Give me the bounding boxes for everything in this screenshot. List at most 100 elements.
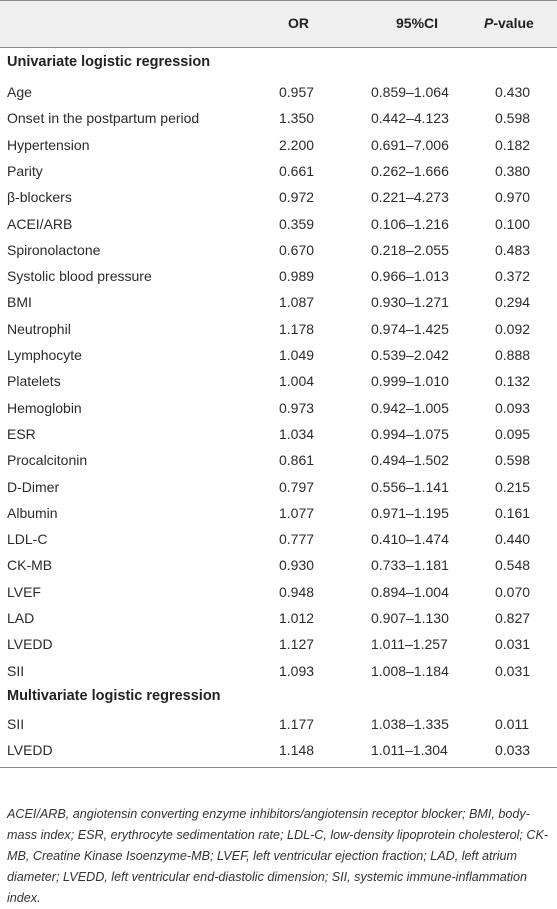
row-variable: Spironolactone — [7, 241, 101, 258]
row-variable: Hemoglobin — [7, 399, 82, 416]
row-ci: 0.221–4.273 — [371, 189, 449, 206]
table-footnote: ACEI/ARB, angiotensin converting enzyme … — [7, 807, 549, 905]
row-or: 0.797 — [279, 478, 315, 495]
row-ci: 0.930–1.271 — [371, 294, 449, 311]
row-variable: ACEI/ARB — [7, 215, 73, 232]
row-or: 1.012 — [279, 610, 315, 626]
row-p-value: 0.011 — [495, 716, 529, 732]
row-or: 0.777 — [279, 531, 315, 548]
row-ci: 0.907–1.130 — [371, 610, 449, 626]
table-row: β-blockers 0.972 0.221–4.273 0.970 — [0, 185, 557, 211]
row-or: 1.049 — [279, 347, 315, 363]
row-p-value: 0.095 — [495, 425, 531, 442]
row-variable: Platelets — [7, 373, 61, 390]
table-row: ESR 1.034 0.994–1.075 0.095 — [0, 422, 557, 448]
table-row: Hemoglobin 0.973 0.942–1.005 0.093 — [0, 396, 557, 422]
row-ci: 1.011–1.257 — [371, 636, 448, 653]
row-p-value: 0.182 — [495, 136, 531, 153]
row-or: 0.861 — [279, 452, 315, 469]
row-ci: 0.859–1.064 — [371, 84, 449, 100]
table-row: Neutrophil 1.178 0.974–1.425 0.092 — [0, 317, 557, 343]
header-p-value: P-value — [484, 15, 534, 31]
section-title: Multivariate logistic regression — [7, 688, 221, 704]
row-p-value: 0.430 — [495, 84, 531, 100]
row-p-value: 0.548 — [495, 557, 531, 574]
table-row: Parity 0.661 0.262–1.666 0.380 — [0, 159, 557, 185]
header-ci: 95%CI — [396, 15, 439, 31]
row-or: 0.930 — [279, 557, 315, 574]
table-row: Age 0.957 0.859–1.064 0.430 — [0, 80, 557, 106]
row-or: 1.004 — [279, 373, 315, 390]
row-p-value: 0.132 — [495, 373, 531, 390]
row-variable: LVEDD — [7, 636, 53, 653]
table-row: BMI 1.087 0.930–1.271 0.294 — [0, 290, 557, 316]
row-or: 0.989 — [279, 268, 315, 285]
table-row: LVEF 0.948 0.894–1.004 0.070 — [0, 580, 557, 606]
row-or: 0.670 — [279, 241, 315, 258]
row-variable: SII — [7, 662, 25, 679]
row-or: 1.034 — [279, 425, 315, 442]
row-ci: 0.494–1.502 — [371, 452, 449, 469]
row-p-value: 0.888 — [495, 347, 531, 363]
row-variable: Onset in the postpartum period — [7, 110, 200, 127]
row-variable: Procalcitonin — [7, 452, 88, 469]
row-p-value: 0.483 — [495, 241, 531, 258]
row-variable: Systolic blood pressure — [7, 268, 152, 285]
table-row: LVEDD 1.148 1.011–1.304 0.033 — [0, 738, 557, 764]
row-variable: Neutrophil — [7, 320, 71, 337]
row-variable: Age — [7, 84, 32, 100]
row-p-value: 0.440 — [495, 531, 531, 548]
row-ci: 0.966–1.013 — [371, 268, 449, 285]
row-p-value: 0.093 — [495, 399, 531, 416]
row-or: 1.177 — [279, 716, 315, 732]
table-row: Systolic blood pressure 0.989 0.966–1.013 0… — [0, 264, 557, 290]
table-row: Hypertension 2.200 0.691–7.006 0.182 — [0, 133, 557, 159]
table-row: Platelets 1.004 0.999–1.010 0.132 — [0, 369, 557, 395]
row-ci: 0.894–1.004 — [371, 583, 449, 600]
table-row: Procalcitonin 0.861 0.494–1.502 0.598 — [0, 448, 557, 474]
row-ci: 0.942–1.005 — [371, 399, 449, 416]
row-or: 1.087 — [279, 294, 315, 311]
row-ci: 1.011–1.304 — [371, 742, 448, 759]
row-ci: 0.994–1.075 — [371, 425, 449, 442]
row-ci: 1.038–1.335 — [371, 716, 449, 732]
row-or: 1.350 — [279, 110, 315, 127]
row-or: 1.148 — [279, 742, 315, 759]
row-ci: 0.556–1.141 — [371, 478, 449, 495]
row-variable: Lymphocyte — [7, 347, 82, 363]
row-p-value: 0.092 — [495, 320, 531, 337]
row-ci: 0.999–1.010 — [371, 373, 449, 390]
table-header: OR 95%CI P-value — [0, 0, 557, 48]
row-ci: 0.539–2.042 — [371, 347, 449, 363]
row-ci: 0.218–2.055 — [371, 241, 449, 258]
row-p-value: 0.070 — [495, 583, 531, 600]
row-p-value: 0.380 — [495, 162, 531, 179]
row-variable: Albumin — [7, 504, 58, 521]
row-variable: BMI — [7, 294, 32, 311]
table-row: Albumin 1.077 0.971–1.195 0.161 — [0, 501, 557, 527]
row-p-value: 0.161 — [495, 504, 531, 521]
table-bottom-rule — [0, 767, 557, 768]
row-or: 1.077 — [279, 504, 315, 521]
row-p-value: 0.215 — [495, 478, 531, 495]
row-or: 0.973 — [279, 399, 315, 416]
row-ci: 0.106–1.216 — [371, 215, 449, 232]
row-p-value: 0.970 — [495, 189, 531, 206]
row-p-value: 0.031 — [495, 662, 531, 679]
header-or: OR — [288, 15, 309, 31]
section-title: Univariate logistic regression — [7, 54, 211, 70]
row-variable: LVEDD — [7, 742, 53, 759]
table-row: LVEDD 1.127 1.011–1.257 0.031 — [0, 632, 557, 658]
header-p-italic: P — [484, 15, 494, 31]
row-variable: Hypertension — [7, 136, 90, 153]
row-p-value: 0.598 — [495, 110, 531, 127]
table-row: Spironolactone 0.670 0.218–2.055 0.483 — [0, 238, 557, 264]
table-row: CK-MB 0.930 0.733–1.181 0.548 — [0, 553, 557, 579]
row-ci: 1.008–1.184 — [371, 662, 449, 679]
row-or: 0.948 — [279, 583, 315, 600]
row-p-value: 0.031 — [495, 636, 531, 653]
row-or: 0.359 — [279, 215, 315, 232]
row-variable: D-Dimer — [7, 478, 60, 495]
table-row: Lymphocyte 1.049 0.539–2.042 0.888 — [0, 343, 557, 369]
row-or: 2.200 — [279, 136, 315, 153]
